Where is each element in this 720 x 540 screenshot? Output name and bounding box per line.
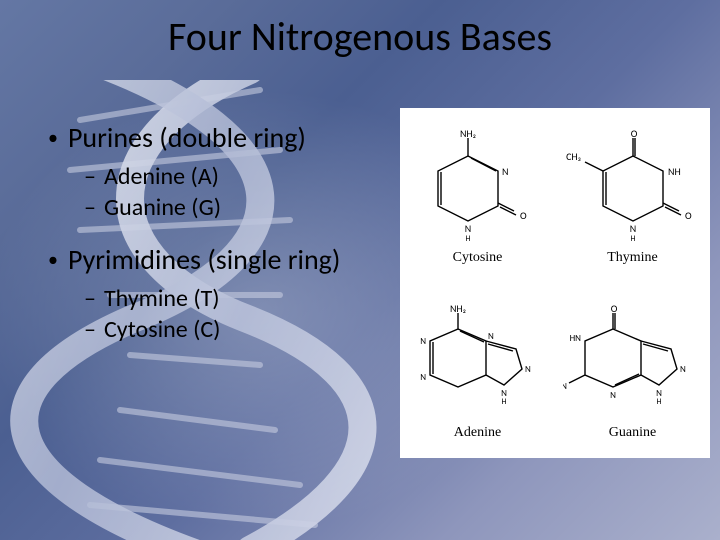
bullet-purines: • Purines (double ring) [48, 120, 418, 156]
bullet-dot-icon: • [48, 242, 58, 278]
bullet-text: Guanine (G) [104, 193, 221, 222]
bullet-dash-icon: – [84, 162, 96, 191]
thymine-diagram: CH₃ O NH N H O [563, 126, 703, 256]
bullet-pyrimidines: • Pyrimidines (single ring) [48, 242, 418, 278]
bullet-text: Thymine (T) [104, 284, 220, 313]
svg-text:NH: NH [668, 165, 681, 178]
bullet-guanine: – Guanine (G) [84, 193, 418, 222]
svg-text:N: N [488, 331, 494, 342]
structure-guanine: O HN H₂N N N N H Guanine [555, 283, 710, 458]
svg-text:O: O [520, 209, 527, 222]
structure-label: Guanine [609, 425, 656, 441]
bullet-dot-icon: • [48, 120, 58, 156]
bullet-thymine: – Thymine (T) [84, 284, 418, 313]
svg-text:O: O [610, 302, 617, 315]
slide: Four Nitrogenous Bases • Purines (double… [0, 0, 720, 540]
svg-text:H: H [630, 234, 635, 244]
structure-adenine: NH₂ N N N N N H Adenine [400, 283, 555, 458]
adenine-diagram: NH₂ N N N N N H [408, 301, 548, 431]
structure-cytosine: NH₂ N N H O Cytosine [400, 108, 555, 283]
svg-text:O: O [685, 209, 692, 222]
slide-title: Four Nitrogenous Bases [0, 12, 720, 61]
svg-text:N: N [502, 165, 508, 178]
bullet-cytosine: – Cytosine (C) [84, 315, 418, 344]
svg-text:HN: HN [569, 333, 581, 344]
bullet-text: Adenine (A) [104, 162, 219, 191]
bullet-text: Cytosine (C) [104, 315, 220, 344]
svg-text:N: N [525, 364, 531, 375]
structure-label: Adenine [454, 425, 501, 441]
bullet-dash-icon: – [84, 193, 96, 222]
svg-text:CH₃: CH₃ [566, 150, 581, 163]
svg-text:N: N [420, 372, 426, 383]
structure-label: Cytosine [453, 250, 503, 266]
svg-text:H: H [501, 397, 506, 407]
svg-text:N: N [680, 364, 686, 375]
svg-text:N: N [420, 336, 426, 347]
bullet-text: Purines (double ring) [68, 120, 306, 155]
guanine-diagram: O HN H₂N N N N H [563, 301, 703, 431]
structure-label: Thymine [607, 250, 658, 266]
structure-thymine: CH₃ O NH N H O Thymine [555, 108, 710, 283]
bullet-dash-icon: – [84, 284, 96, 313]
svg-text:NH₂: NH₂ [459, 127, 475, 140]
svg-text:O: O [630, 127, 637, 140]
cytosine-diagram: NH₂ N N H O [408, 126, 548, 256]
svg-text:N: N [610, 390, 616, 401]
bullet-text: Pyrimidines (single ring) [68, 242, 340, 277]
svg-text:NH₂: NH₂ [449, 302, 465, 315]
svg-text:H: H [656, 397, 661, 407]
bullet-adenine: – Adenine (A) [84, 162, 418, 191]
svg-text:H₂N: H₂N [563, 381, 567, 392]
svg-text:H: H [465, 234, 470, 244]
bullet-content: • Purines (double ring) – Adenine (A) – … [48, 120, 418, 346]
bullet-dash-icon: – [84, 315, 96, 344]
chemical-structures-panel: NH₂ N N H O Cytosine CH₃ [400, 108, 710, 458]
